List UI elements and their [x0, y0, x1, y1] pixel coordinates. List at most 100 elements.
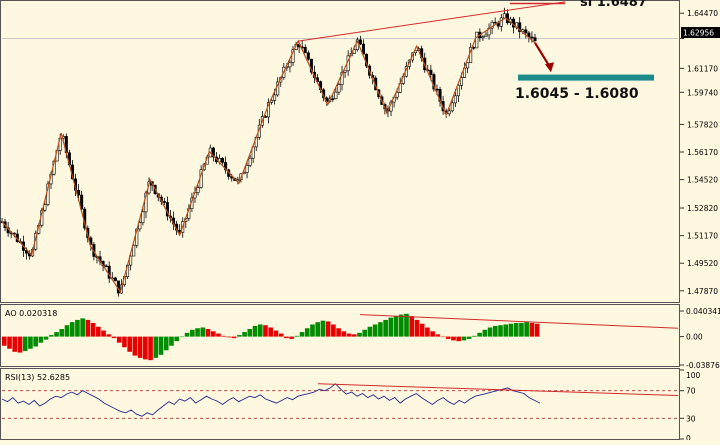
- ao-bar: [289, 336, 294, 339]
- ao-bar: [498, 325, 503, 337]
- candle-body: [248, 157, 252, 166]
- ao-bar: [64, 325, 70, 337]
- candle-body: [25, 250, 29, 254]
- ao-bar: [116, 336, 122, 343]
- candle-body: [395, 92, 399, 98]
- target-range-label: 1.6045 - 1.6080: [515, 86, 639, 102]
- candle-body: [337, 84, 341, 93]
- ao-tick-label: 0.00: [686, 333, 703, 342]
- rsi-trendline: [317, 383, 679, 397]
- ao-bar: [320, 320, 326, 337]
- ao-bar: [419, 323, 425, 337]
- ao-bar: [143, 336, 148, 360]
- ao-bar: [174, 336, 179, 342]
- candle-body: [466, 62, 470, 69]
- ao-bar: [237, 335, 242, 337]
- candlestick-series: [0, 7, 537, 297]
- ao-bar: [163, 336, 169, 351]
- candle-body: [132, 245, 136, 257]
- ao-bar: [425, 327, 430, 337]
- ao-bar: [524, 322, 529, 337]
- main-plot-frame: [0, 0, 680, 303]
- ao-bar: [440, 336, 446, 338]
- ao-bar: [393, 316, 399, 337]
- main-tick-label: 1.51170: [687, 232, 718, 241]
- ao-bar: [28, 336, 33, 349]
- ao-bar: [257, 324, 263, 337]
- ao-bar: [12, 336, 18, 352]
- ao-bar: [54, 332, 59, 337]
- ao-bar: [2, 336, 7, 346]
- candle-body: [138, 222, 142, 230]
- candle-body: [530, 36, 534, 39]
- ao-bar: [247, 329, 253, 337]
- ao-bar: [59, 329, 65, 337]
- down-arrow-head: [545, 62, 554, 73]
- candle-body: [475, 31, 479, 49]
- main-tick-label: 1.59740: [687, 88, 718, 97]
- main-tick-label: 1.57820: [687, 120, 718, 129]
- candle-body: [129, 255, 133, 266]
- rsi-tick-label: 100: [686, 371, 701, 380]
- ao-bar: [278, 333, 284, 337]
- ao-tick-label: -0.038766: [686, 361, 720, 370]
- ao-bar: [315, 322, 321, 337]
- rsi-line: [1, 383, 541, 417]
- candle-body: [518, 22, 522, 32]
- ao-plot-frame: [0, 304, 680, 367]
- ao-bar: [75, 319, 80, 337]
- candle-body: [429, 69, 433, 75]
- candle-body: [459, 77, 463, 86]
- ao-bar: [513, 322, 519, 337]
- ao-bar: [466, 336, 472, 339]
- ao-bar: [456, 336, 462, 342]
- ao-bar: [22, 336, 28, 352]
- ao-bar: [383, 319, 388, 337]
- candle-body: [447, 110, 451, 115]
- candle-body: [499, 17, 503, 27]
- main-tick-label: 1.52820: [687, 204, 718, 213]
- ao-bar: [101, 330, 106, 337]
- candle-body: [77, 190, 81, 196]
- ao-tick-label: 0.040341: [686, 307, 720, 316]
- ao-bar: [414, 319, 420, 337]
- ao-bar: [242, 332, 247, 337]
- ao-bar: [529, 322, 535, 337]
- ao-y-axis: 0.040341 0.00 -0.038766: [680, 307, 720, 370]
- ao-bar: [179, 336, 185, 338]
- ao-bar: [221, 335, 227, 337]
- ao-bar: [268, 327, 274, 337]
- candle-body: [162, 201, 166, 203]
- ao-bar: [435, 334, 441, 337]
- ao-bar: [472, 335, 477, 337]
- ao-bar: [263, 325, 268, 337]
- ao-bar: [153, 336, 159, 358]
- ao-bar: [461, 336, 467, 341]
- ao-title: AO 0.020318: [5, 309, 57, 318]
- rsi-tick-label: 70: [686, 387, 696, 396]
- candle-body: [141, 211, 145, 223]
- main-tick-label: 1.54520: [687, 176, 718, 185]
- rsi-y-axis: 100 70 30 0: [680, 369, 701, 443]
- rsi-tick-label: 0: [686, 434, 691, 440]
- candle-body: [361, 43, 365, 55]
- resistance-trendline: [298, 1, 566, 42]
- ao-bar: [398, 314, 404, 337]
- ao-bar: [106, 334, 112, 337]
- ao-bar: [487, 327, 493, 337]
- candle-body: [472, 47, 476, 49]
- candle-body: [343, 70, 347, 73]
- candle-body: [196, 187, 200, 193]
- ao-bar: [404, 313, 409, 337]
- current-price-box: [681, 27, 720, 38]
- ao-bar: [299, 332, 305, 337]
- ao-bar: [310, 324, 315, 337]
- ao-bar: [336, 328, 341, 337]
- ao-bar: [294, 335, 300, 337]
- ao-bar: [80, 318, 85, 337]
- candle-body: [481, 36, 485, 39]
- ao-trendline: [359, 314, 679, 329]
- candle-body: [453, 95, 457, 104]
- ao-bar: [231, 336, 237, 339]
